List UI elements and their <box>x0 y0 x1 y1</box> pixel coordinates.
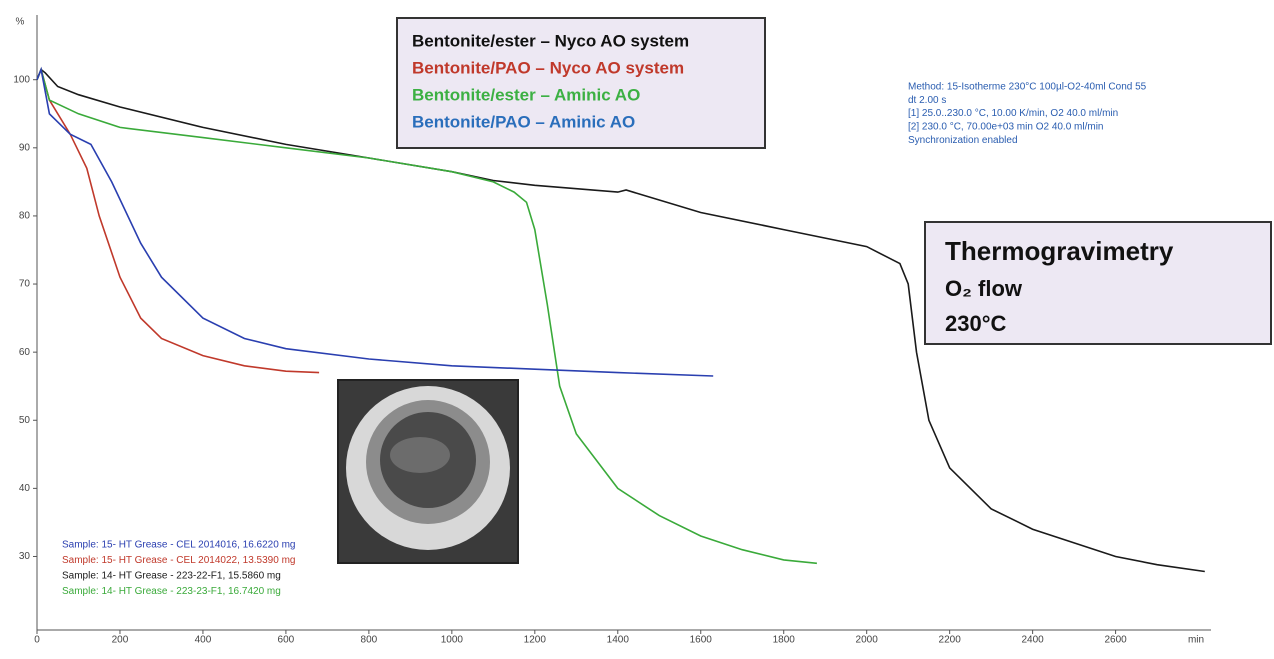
x-tick-label: 1000 <box>441 635 464 646</box>
x-axis-label: min <box>1188 635 1204 646</box>
legend-entry: Bentonite/ester – Aminic AO <box>412 85 640 104</box>
x-tick-label: 600 <box>278 635 295 646</box>
y-tick-label: 90 <box>19 142 31 153</box>
method-line: Method: 15-Isotherme 230°C 100µl-O2-40ml… <box>908 82 1147 93</box>
info-text: Thermogravimetry <box>945 236 1174 266</box>
legend-entry: Bentonite/ester – Nyco AO system <box>412 31 689 50</box>
data-line <box>36 66 320 374</box>
legend-entry: Bentonite/PAO – Nyco AO system <box>412 58 684 77</box>
y-tick-label: 60 <box>19 347 31 358</box>
y-axis-label: % <box>16 17 25 28</box>
x-tick-label: 1800 <box>773 635 796 646</box>
method-line: Synchronization enabled <box>908 135 1018 146</box>
x-tick-label: 400 <box>195 635 212 646</box>
y-tick-label: 50 <box>19 415 31 426</box>
x-tick-label: 2600 <box>1104 635 1127 646</box>
legend-entry: Bentonite/PAO – Aminic AO <box>412 112 635 131</box>
sample-label: Sample: 14- HT Grease - 223-23-F1, 16.74… <box>62 586 281 597</box>
y-tick-label: 30 <box>19 551 31 562</box>
x-tick-label: 2400 <box>1021 635 1044 646</box>
x-tick-label: 1400 <box>607 635 630 646</box>
info-box <box>924 221 1272 345</box>
y-tick-label: 40 <box>19 483 31 494</box>
legend-box <box>396 17 766 149</box>
x-tick-label: 200 <box>112 635 129 646</box>
y-tick-label: 80 <box>19 211 31 222</box>
data-line <box>36 66 714 377</box>
method-line: [2] 230.0 °C, 70.00e+03 min O2 40.0 ml/m… <box>908 122 1104 133</box>
sample-label: Sample: 14- HT Grease - 223-22-F1, 15.58… <box>62 571 281 582</box>
x-tick-label: 2000 <box>856 635 879 646</box>
method-line: dt 2.00 s <box>908 95 946 106</box>
method-line: [1] 25.0..230.0 °C, 10.00 K/min, O2 40.0… <box>908 108 1118 119</box>
x-tick-label: 2200 <box>939 635 962 646</box>
data-line <box>36 68 1205 573</box>
sample-label: Sample: 15- HT Grease - CEL 2014022, 13.… <box>62 555 295 566</box>
y-tick-label: 100 <box>13 74 30 85</box>
info-text: 230°C <box>945 311 1007 336</box>
data-line <box>36 66 817 565</box>
y-tick-label: 70 <box>19 279 31 290</box>
x-tick-label: 800 <box>361 635 378 646</box>
x-tick-label: 1200 <box>524 635 547 646</box>
photo-inset <box>337 379 519 564</box>
info-text: O₂ flow <box>945 276 1023 301</box>
x-tick-label: 1600 <box>690 635 713 646</box>
x-tick-label: 0 <box>34 635 40 646</box>
sample-label: Sample: 15- HT Grease - CEL 2014016, 16.… <box>62 540 295 551</box>
